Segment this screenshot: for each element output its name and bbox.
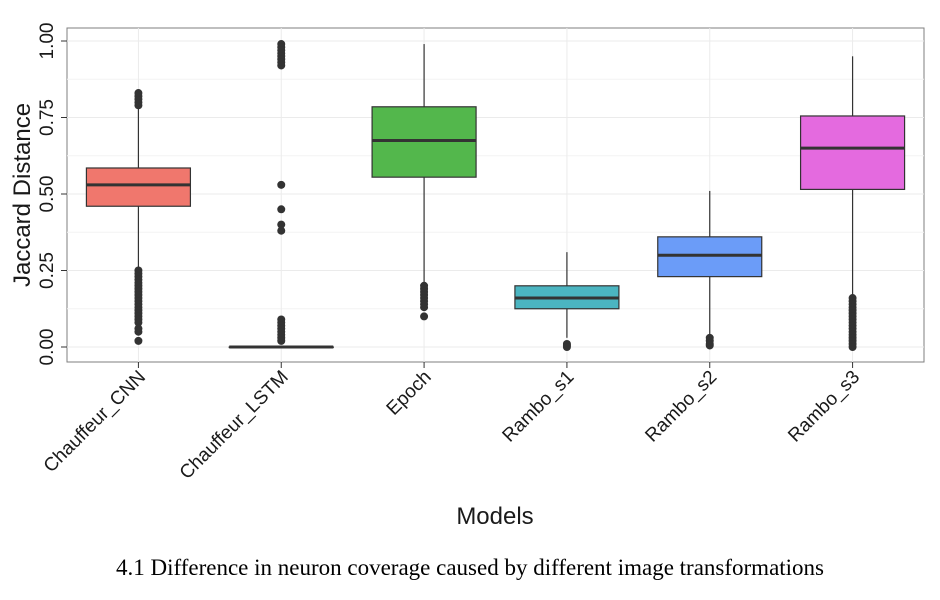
box-iqr <box>85 167 192 207</box>
figure-caption: 4.1 Difference in neuron coverage caused… <box>115 555 825 580</box>
box-iqr <box>371 106 477 178</box>
x-tick-label: Chauffeur_CNN <box>40 367 150 477</box>
x-tick-label: Rambo_s3 <box>784 367 864 447</box>
y-tick-label: 0.00 <box>37 329 58 366</box>
x-tick-label: Rambo_s1 <box>499 367 579 447</box>
outlier-point <box>277 336 286 345</box>
x-tick-label: Rambo_s2 <box>641 367 721 447</box>
box-rambo-s2 <box>657 190 763 350</box>
outlier-point <box>134 336 143 345</box>
x-tick-label: Epoch <box>383 367 436 420</box>
plot-panel <box>66 27 925 363</box>
outlier-point <box>705 341 714 350</box>
box-epoch <box>371 44 477 321</box>
outlier-point <box>562 343 571 351</box>
y-tick-label: 0.25 <box>37 252 58 289</box>
boxes-layer <box>85 40 906 351</box>
outlier-point <box>420 312 429 321</box>
outlier-point <box>277 180 286 189</box>
outlier-point <box>134 327 143 336</box>
y-axis-label: Jaccard Distance <box>9 103 36 287</box>
box-rambo-s1 <box>514 252 620 351</box>
outlier-point <box>277 226 286 235</box>
x-tick-label: Chauffeur_LSTM <box>176 367 293 484</box>
box-iqr <box>799 115 906 191</box>
boxplot-chart: 0.00 0.25 0.50 0.75 1.00 Chauffeur_CNN Chauff… <box>9 23 925 530</box>
outlier-point <box>277 61 286 70</box>
box-chauffeur-lstm <box>228 40 334 349</box>
outlier-point <box>277 205 286 214</box>
x-axis: Chauffeur_CNN Chauffeur_LSTM Epoch Rambo_s1… <box>40 362 864 484</box>
outlier-point <box>134 89 143 98</box>
box-chauffeur-cnn <box>85 89 192 345</box>
y-tick-label: 1.00 <box>37 23 58 60</box>
y-tick-label: 0.50 <box>37 176 58 213</box>
box-iqr <box>657 236 763 278</box>
y-tick-label: 0.75 <box>37 99 58 136</box>
box-rambo-s3 <box>799 56 906 351</box>
y-axis: 0.00 0.25 0.50 0.75 1.00 <box>37 23 67 366</box>
outlier-point <box>134 318 143 327</box>
outlier-point <box>420 303 429 312</box>
outlier-point <box>277 220 286 229</box>
x-axis-label: Models <box>456 503 533 530</box>
outlier-point <box>848 343 857 351</box>
